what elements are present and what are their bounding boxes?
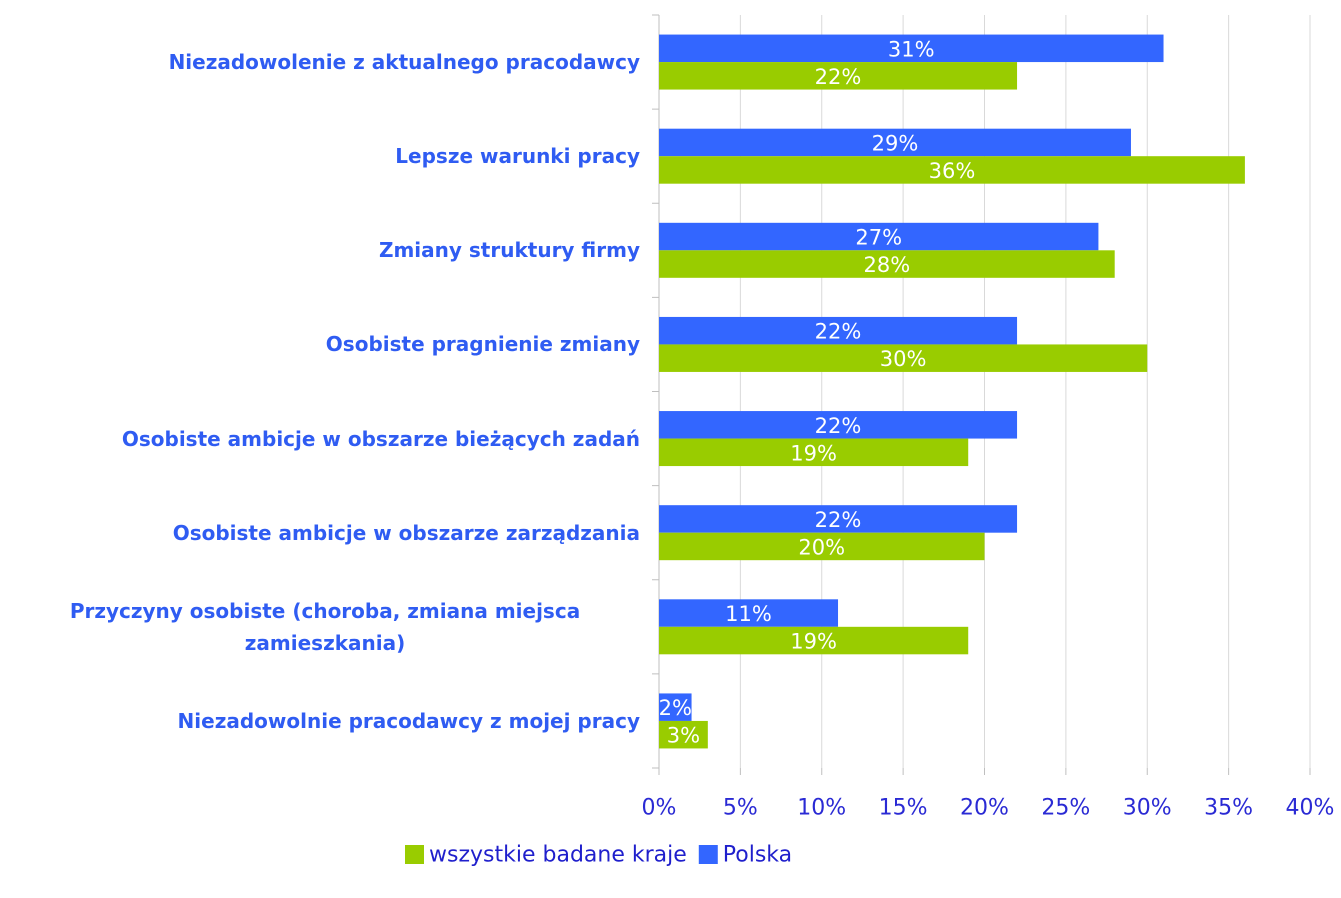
bar xyxy=(659,344,1148,372)
value-label: 29% xyxy=(872,131,919,155)
category-label: Osobiste ambicje w obszarze bieżących za… xyxy=(121,426,640,451)
x-tick-label: 25% xyxy=(1041,796,1090,821)
value-label: 36% xyxy=(929,159,976,183)
category-label: Lepsze warunki pracy xyxy=(395,144,640,169)
value-label: 11% xyxy=(725,602,772,626)
value-label: 27% xyxy=(855,226,902,250)
bar xyxy=(659,532,985,561)
x-tick-label: 40% xyxy=(1286,796,1335,821)
value-label: 22% xyxy=(815,65,862,89)
bar xyxy=(659,411,1018,439)
x-tick-label: 30% xyxy=(1123,796,1172,821)
bar xyxy=(659,693,692,721)
bar xyxy=(659,250,1115,278)
bar xyxy=(659,626,969,655)
value-label: 20% xyxy=(798,535,845,559)
bar xyxy=(659,316,1018,345)
x-tick-label: 20% xyxy=(960,796,1009,821)
category-label: Osobiste pragnienie zmiany xyxy=(325,332,640,357)
bar xyxy=(659,128,1131,157)
x-tick-label: 5% xyxy=(723,796,758,821)
value-label: 31% xyxy=(888,37,935,61)
category-label: Niezadowolenie z aktualnego pracodawcy xyxy=(168,50,640,75)
category-label: Przyczyny osobiste (choroba, zmiana miej… xyxy=(69,598,581,655)
value-label: 30% xyxy=(880,347,927,371)
value-label: 3% xyxy=(667,724,700,748)
x-tick-label: 35% xyxy=(1204,796,1253,821)
bar xyxy=(659,599,839,627)
legend-label: Polska xyxy=(723,843,792,868)
legend-label: wszystkie badane kraje xyxy=(429,843,687,868)
bar xyxy=(659,222,1099,251)
value-label: 19% xyxy=(790,630,837,654)
bar xyxy=(659,34,1164,63)
bar xyxy=(659,720,708,749)
value-label: 19% xyxy=(790,441,837,465)
bar xyxy=(659,438,969,467)
category-label: Niezadowolnie pracodawcy z mojej pracy xyxy=(177,708,640,733)
x-tick-label: 0% xyxy=(642,796,677,821)
x-tick-label: 10% xyxy=(797,796,846,821)
value-label: 22% xyxy=(815,508,862,532)
value-label: 28% xyxy=(864,253,911,277)
bar xyxy=(659,62,1018,90)
x-tick-label: 15% xyxy=(879,796,928,821)
bar xyxy=(659,156,1245,184)
legend-swatch xyxy=(405,845,424,864)
value-label: 22% xyxy=(815,320,862,344)
category-label: Zmiany struktury firmy xyxy=(378,238,640,263)
value-label: 2% xyxy=(659,696,692,720)
bar xyxy=(659,505,1018,533)
value-label: 22% xyxy=(815,414,862,438)
legend-swatch xyxy=(698,845,718,864)
category-label: Osobiste ambicje w obszarze zarządzania xyxy=(172,520,640,545)
